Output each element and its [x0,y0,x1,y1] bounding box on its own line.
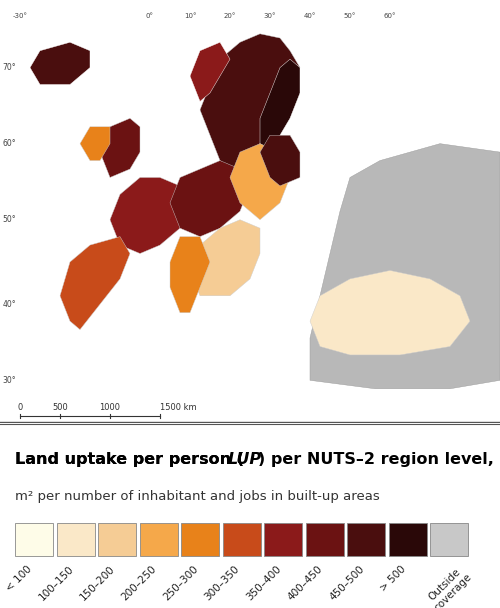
Text: > 500: > 500 [378,564,408,593]
Text: 350–400: 350–400 [244,564,283,602]
Text: 450–500: 450–500 [328,564,366,602]
Text: -30°: -30° [12,13,28,19]
Bar [181,523,219,556]
Bar [306,523,344,556]
Text: Land uptake per person (: Land uptake per person ( [15,452,244,467]
Text: 30°: 30° [264,13,276,19]
Polygon shape [190,43,230,102]
Text: 60°: 60° [384,13,396,19]
Text: 0°: 0° [146,13,154,19]
Text: Land uptake per person (: Land uptake per person ( [15,452,244,467]
Text: 10°: 10° [184,13,196,19]
Text: 300–350: 300–350 [203,564,241,602]
Text: Land uptake per person (                                                        : Land uptake per person ( [15,452,500,467]
Polygon shape [110,178,190,254]
Polygon shape [170,161,250,237]
Polygon shape [260,135,300,186]
Text: 200–250: 200–250 [120,564,158,602]
Polygon shape [190,219,260,296]
Bar [56,523,94,556]
Bar [140,523,177,556]
Text: 50°: 50° [344,13,356,19]
Text: 250–300: 250–300 [162,564,200,602]
Text: 400–450: 400–450 [286,564,325,602]
Polygon shape [230,143,290,219]
Bar [264,523,302,556]
Text: Outside
coverage: Outside coverage [424,564,474,608]
Text: ) per NUTS–2 region level, 2009: ) per NUTS–2 region level, 2009 [258,452,500,467]
Bar [347,523,385,556]
Text: 70°: 70° [2,63,16,72]
Text: 150–200: 150–200 [78,564,117,602]
Text: 50°: 50° [2,215,16,224]
Text: LUP: LUP [228,452,262,467]
Text: 100–150: 100–150 [37,564,76,602]
Polygon shape [170,237,210,313]
Text: m² per number of inhabitant and jobs in built-up areas: m² per number of inhabitant and jobs in … [15,490,380,503]
Bar [430,523,468,556]
Polygon shape [310,271,470,355]
Polygon shape [100,119,140,178]
Bar [15,523,53,556]
Polygon shape [200,34,300,169]
Polygon shape [310,143,500,389]
Text: 20°: 20° [224,13,236,19]
Text: 60°: 60° [2,139,16,148]
Polygon shape [30,43,90,85]
Text: 1500 km: 1500 km [160,403,196,412]
Polygon shape [260,59,300,152]
Text: 0: 0 [18,403,22,412]
Text: 500: 500 [52,403,68,412]
Text: < 100: < 100 [4,564,34,593]
Bar [98,523,136,556]
Text: 1000: 1000 [100,403,120,412]
Polygon shape [60,237,130,330]
Text: 40°: 40° [304,13,316,19]
Polygon shape [80,127,110,161]
Text: 40°: 40° [2,300,16,309]
Bar [388,523,426,556]
Bar [222,523,260,556]
Text: 30°: 30° [2,376,16,385]
